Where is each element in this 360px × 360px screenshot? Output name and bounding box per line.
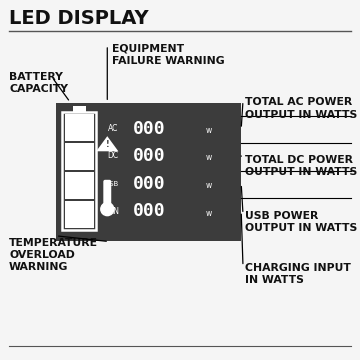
Bar xyxy=(65,114,94,141)
Text: w: w xyxy=(205,209,211,218)
Text: 000: 000 xyxy=(133,202,166,220)
Text: w: w xyxy=(205,153,211,162)
Text: w: w xyxy=(205,126,211,135)
Text: LED DISPLAY: LED DISPLAY xyxy=(9,9,149,28)
Circle shape xyxy=(101,203,114,216)
Text: !: ! xyxy=(105,140,109,149)
Text: USB: USB xyxy=(104,181,119,187)
FancyBboxPatch shape xyxy=(103,180,111,209)
Bar xyxy=(62,112,96,230)
Text: DC: DC xyxy=(108,152,119,161)
Text: USB POWER
OUTPUT IN WATTS: USB POWER OUTPUT IN WATTS xyxy=(245,211,357,233)
Bar xyxy=(65,201,94,228)
Text: TOTAL AC POWER
OUTPUT IN WATTS: TOTAL AC POWER OUTPUT IN WATTS xyxy=(245,97,357,120)
Text: 000: 000 xyxy=(133,120,166,138)
Text: w: w xyxy=(205,181,211,190)
Polygon shape xyxy=(96,136,118,151)
Bar xyxy=(56,103,241,241)
Text: CHARGING INPUT
IN WATTS: CHARGING INPUT IN WATTS xyxy=(245,263,351,285)
Text: AC: AC xyxy=(108,125,119,134)
Text: EQUIPMENT
FAILURE WARNING: EQUIPMENT FAILURE WARNING xyxy=(112,43,224,66)
Bar xyxy=(65,172,94,199)
Text: TEMPERATURE
OVERLOAD
WARNING: TEMPERATURE OVERLOAD WARNING xyxy=(9,238,98,273)
Text: IN: IN xyxy=(111,207,119,216)
Text: 000: 000 xyxy=(133,175,166,193)
Text: BATTERY
CAPACITY: BATTERY CAPACITY xyxy=(9,72,68,94)
Text: 000: 000 xyxy=(133,147,166,165)
Text: TOTAL DC POWER
OUTPUT IN WATTS: TOTAL DC POWER OUTPUT IN WATTS xyxy=(245,155,357,177)
Bar xyxy=(73,106,86,112)
Bar xyxy=(65,143,94,170)
